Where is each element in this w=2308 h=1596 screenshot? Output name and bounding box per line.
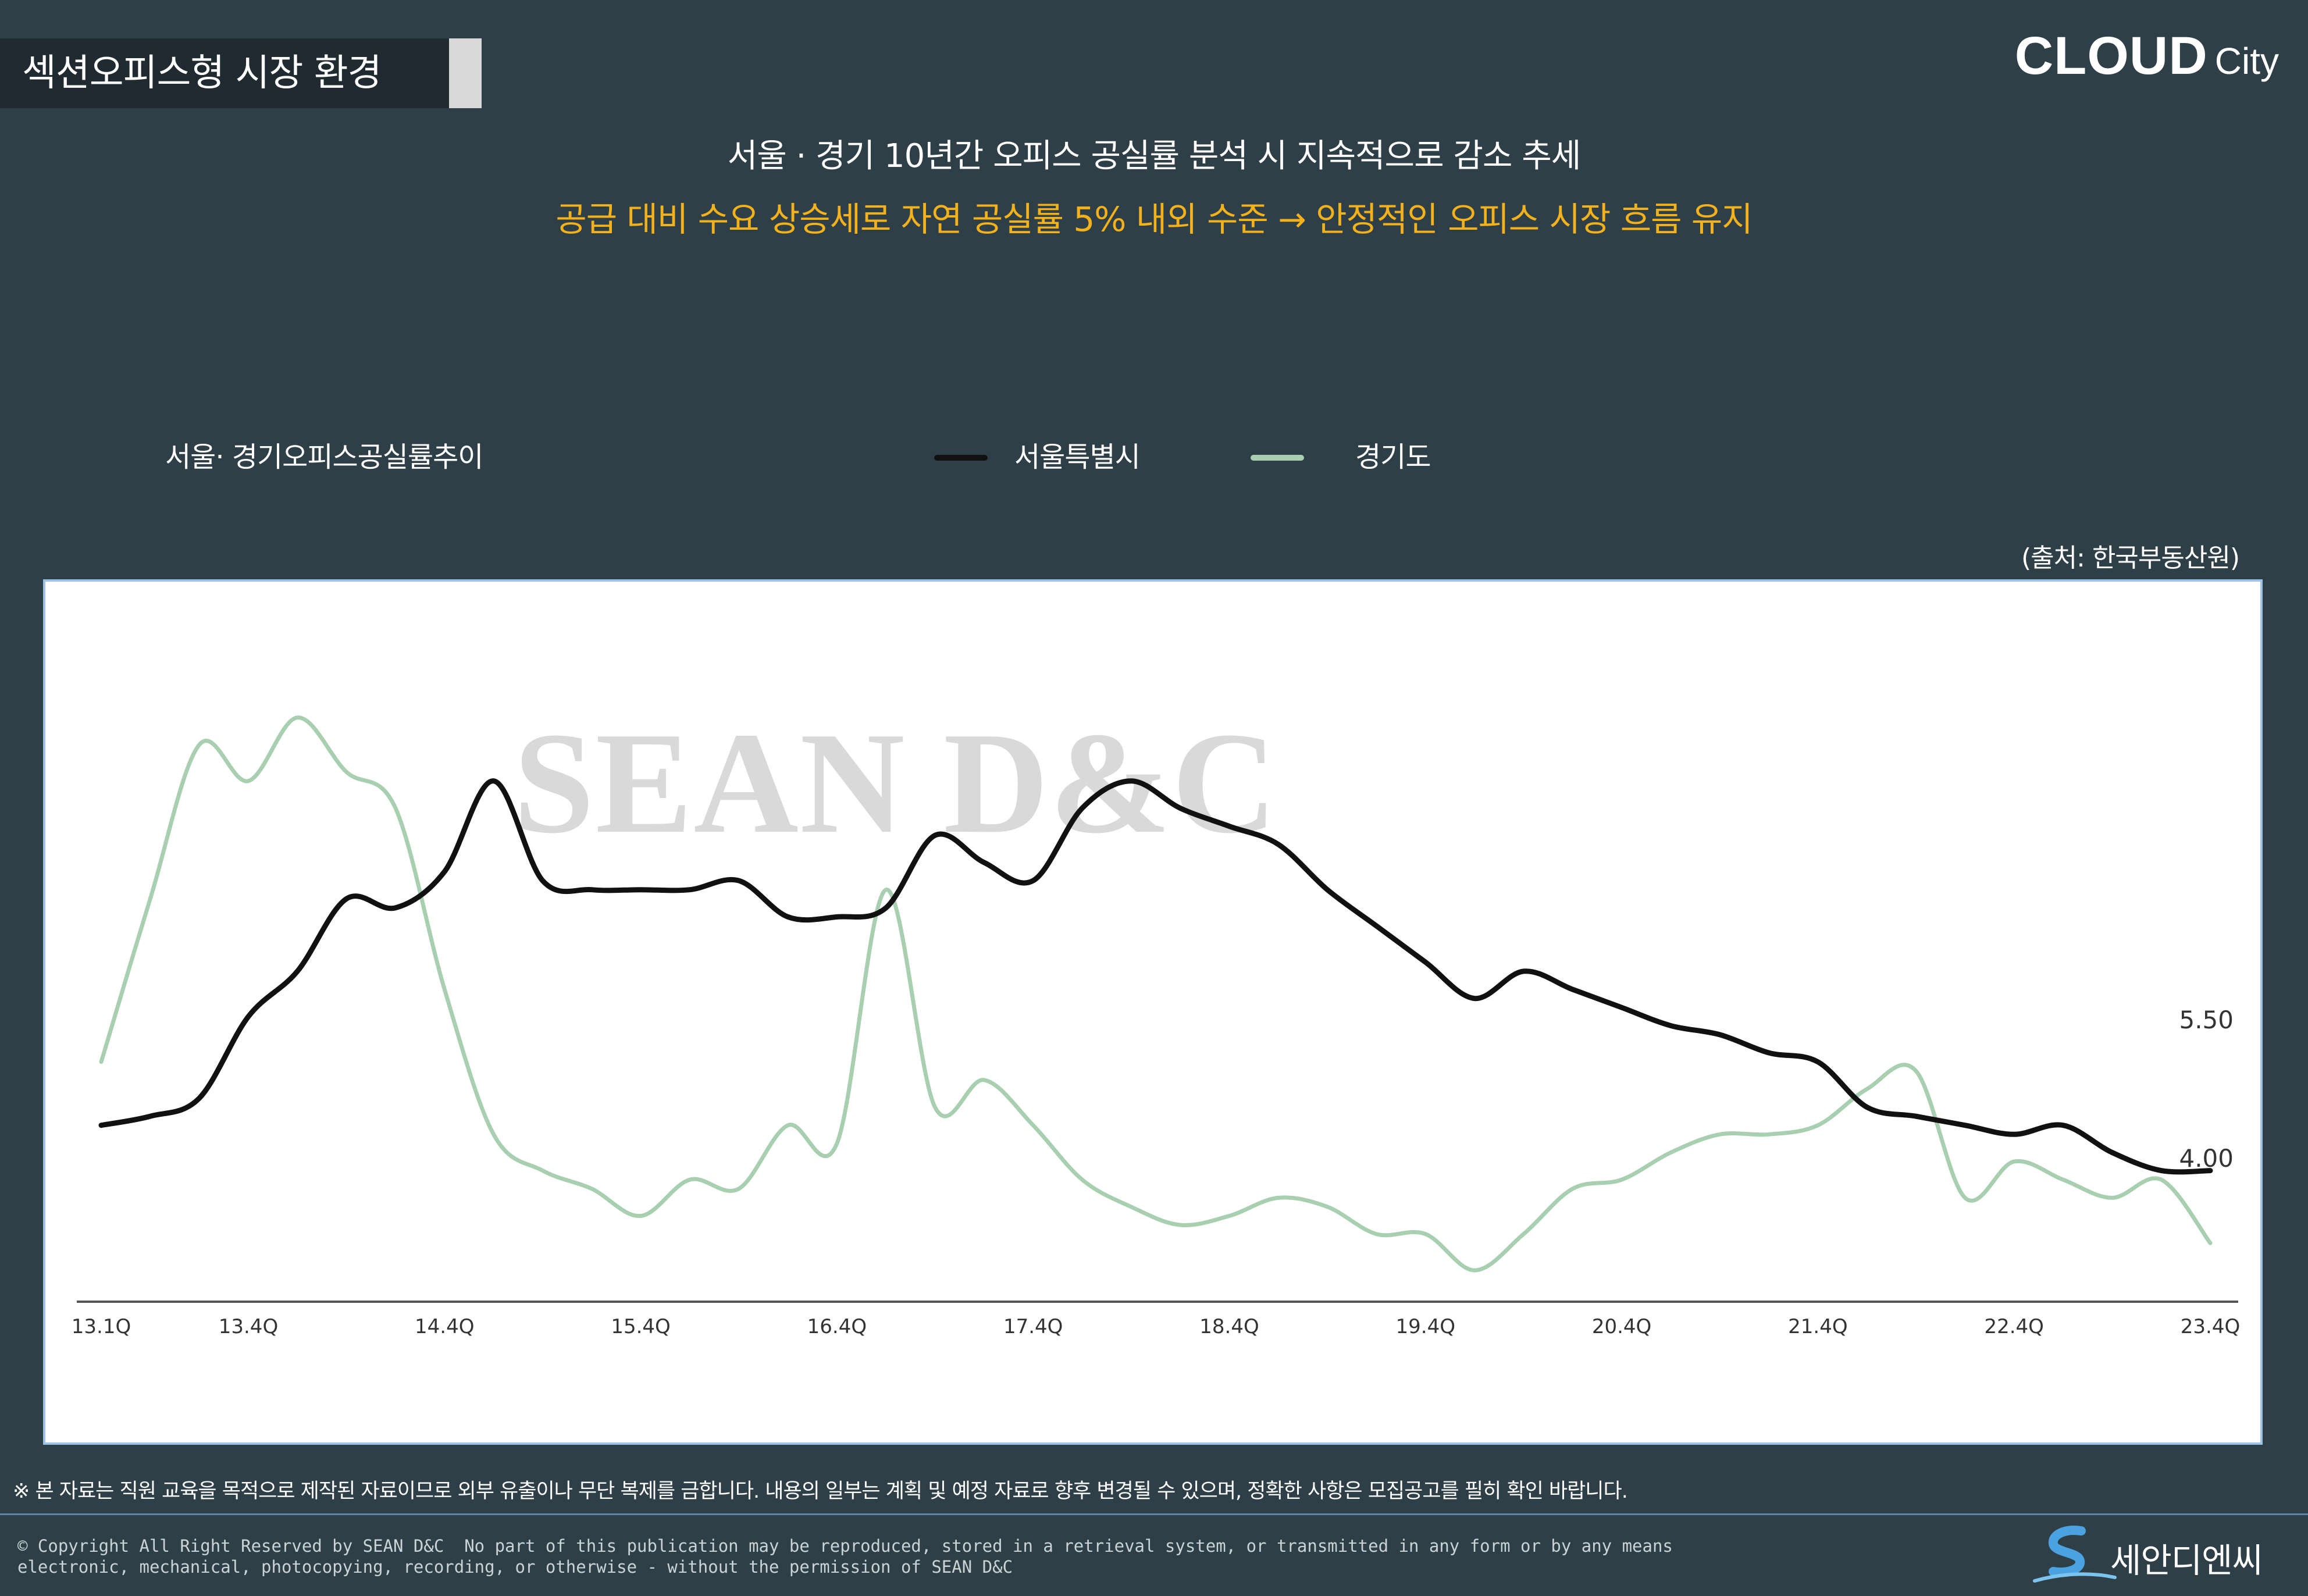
x-tick-label: 20.4Q (1592, 1315, 1651, 1338)
end-label-seoul: 5.50 (2179, 1006, 2234, 1034)
brand-sub: City (2214, 40, 2279, 82)
x-tick-label: 13.1Q (72, 1315, 131, 1338)
x-tick-label: 18.4Q (1199, 1315, 1259, 1338)
x-axis-ticks: 13.1Q 13.4Q 14.4Q 15.4Q 16.4Q 17.4Q 18.4Q 19.4Q… (72, 1315, 2240, 1338)
company-logo: 세안디엔씨 (2030, 1525, 2274, 1589)
section-tag: 섹션오피스형 시장 환경 (0, 38, 482, 108)
chart-title: 서울· 경기오피스공실률추이 (165, 441, 483, 473)
footer-divider (0, 1513, 2308, 1515)
headline-highlight: 공급 대비 수요 상승세로 자연 공실률 5% 내외 수준 → 안정적인 오피스… (555, 200, 1753, 239)
x-tick-label: 17.4Q (1003, 1315, 1063, 1338)
legend-swatch-seoul (934, 455, 988, 461)
chart-panel: SEAN D&C 13.1Q 13.4Q 14.4Q 15.4Q 16.4Q 17.4Q 1… (43, 579, 2263, 1445)
brand-logo: CLOUD City (2015, 26, 2279, 87)
x-tick-label: 23.4Q (2181, 1315, 2240, 1338)
end-labels: 5.50 4.00 (2179, 1006, 2234, 1173)
section-tag-bar (449, 38, 482, 108)
legend-swatch-gyeonggi (1251, 455, 1304, 461)
series-line-seoul (98, 778, 2213, 1175)
headline-summary: 서울 · 경기 10년간 오피스 공실률 분석 시 지속적으로 감소 추세 (727, 137, 1582, 175)
company-name: 세안디엔씨 (2110, 1541, 2263, 1580)
line-chart: SEAN D&C 13.1Q 13.4Q 14.4Q 15.4Q 16.4Q 17.4Q 1… (72, 703, 2240, 1338)
company-s-icon (2033, 1526, 2117, 1583)
section-title: 섹션오피스형 시장 환경 (22, 52, 382, 95)
chart-source: (출처: 한국부동산원) (2021, 543, 2240, 573)
x-tick-label: 13.4Q (219, 1315, 278, 1338)
x-tick-label: 22.4Q (1984, 1315, 2043, 1338)
legend-label-gyeonggi: 경기도 (1355, 441, 1431, 473)
watermark: SEAN D&C (514, 703, 1278, 864)
x-tick-label: 19.4Q (1396, 1315, 1455, 1338)
x-tick-label: 16.4Q (807, 1315, 867, 1338)
copyright-notice: © Copyright All Right Reserved by SEAN D… (17, 1536, 1683, 1577)
series-lines (98, 715, 2213, 1273)
disclaimer: ※ 본 자료는 직원 교육을 목적으로 제작된 자료이므로 외부 유출이나 무단… (13, 1480, 1628, 1503)
x-tick-label: 14.4Q (415, 1315, 474, 1338)
series-line-gyeonggi (99, 715, 2213, 1273)
brand-main: CLOUD (2014, 26, 2208, 86)
x-tick-label: 15.4Q (611, 1315, 670, 1338)
end-label-gyeonggi: 4.00 (2179, 1144, 2234, 1173)
legend-label-seoul: 서울특별시 (1014, 441, 1141, 473)
x-tick-label: 21.4Q (1788, 1315, 1847, 1338)
